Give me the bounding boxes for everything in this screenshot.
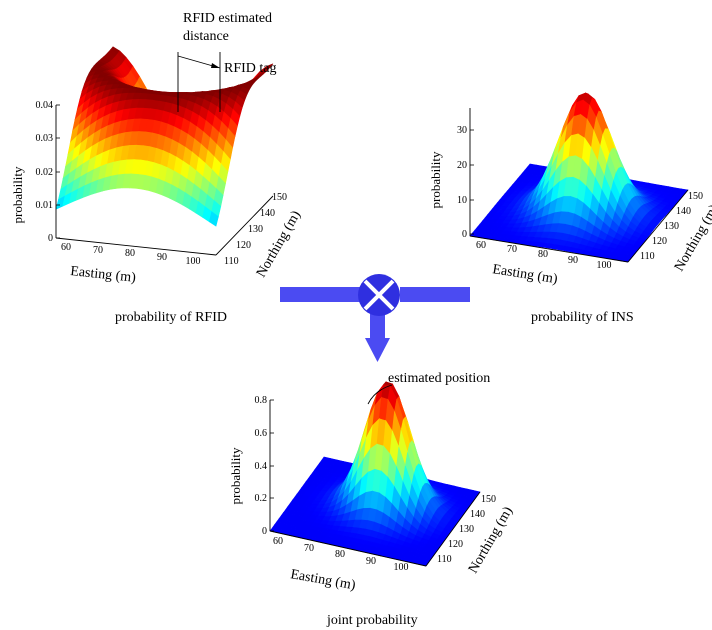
- rfid-z-tick: 0: [48, 233, 53, 244]
- joint-z-tick: 0.2: [255, 493, 268, 504]
- joint-z-tick: 0.4: [255, 461, 268, 472]
- rfid-caption: probability of RFID: [115, 310, 227, 325]
- rfid-y-tick: 150: [272, 192, 287, 203]
- rfid-z-label: probability: [10, 166, 25, 224]
- rfid-y-tick: 110: [224, 256, 239, 267]
- rfid-x-axis: [55, 237, 217, 256]
- ins-y-tick: 140: [676, 206, 691, 217]
- rfid-surface: [55, 46, 274, 227]
- surface-patch: [208, 211, 219, 227]
- rfid-z-tick: 0.04: [36, 100, 54, 111]
- estimated-position-label: estimated position: [388, 371, 490, 386]
- rfid-y-tick: 140: [260, 208, 275, 219]
- rfid-y-tick: 130: [248, 224, 263, 235]
- ins-x-tick: 60: [476, 240, 486, 251]
- ins-y-tick: 150: [688, 191, 703, 202]
- joint-x-tick: 100: [394, 562, 409, 573]
- ins-y-tick: 110: [640, 251, 655, 262]
- joint-z-tick: 0.8: [255, 395, 268, 406]
- joint-y-tick: 120: [448, 539, 463, 550]
- joint-x-tick: 70: [304, 543, 314, 554]
- ins-x-tick: 70: [507, 244, 517, 255]
- joint-x-axis: [269, 530, 427, 567]
- ins-x-tick: 100: [597, 260, 612, 271]
- rfid-z-tick: 0.02: [36, 167, 54, 178]
- ins-y-axis: [627, 189, 689, 263]
- rfid-x-tick: 60: [61, 242, 71, 253]
- rfid-y-tick: 120: [236, 240, 251, 251]
- ins-y-tick: 130: [664, 221, 679, 232]
- ins-z-tick: 10: [457, 195, 467, 206]
- estimated-position-pointer: [367, 384, 393, 405]
- rfid-x-tick: 100: [186, 256, 201, 267]
- joint-x-tick: 80: [335, 549, 345, 560]
- joint-y-tick: 150: [481, 494, 496, 505]
- joint-y-tick: 110: [437, 554, 452, 565]
- output-pipe: [370, 314, 385, 340]
- rfid-x-tick: 80: [125, 248, 135, 259]
- joint-y-tick: 140: [470, 509, 485, 520]
- ins-y-tick: 120: [652, 236, 667, 247]
- rfid-x-label: Easting (m): [70, 264, 137, 286]
- ins-x-tick: 80: [538, 249, 548, 260]
- joint-y-axis: [425, 491, 481, 567]
- joint-caption: joint probability: [326, 613, 418, 628]
- ins-x-label: Easting (m): [491, 262, 559, 287]
- ins-z-tick: 20: [457, 160, 467, 171]
- rfid-z-tick: 0.03: [36, 133, 54, 144]
- rfid-estimated-distance-label: RFID estimated: [183, 11, 272, 26]
- fusion-operator: [280, 274, 470, 362]
- rfid-tag-label: RFID tag: [224, 61, 277, 76]
- rfid-z-tick: 0.01: [36, 200, 54, 211]
- joint-probability-chart: 0 0.2 0.4 0.6 0.8 probability 60 70 80 9…: [228, 371, 516, 628]
- joint-x-tick: 90: [366, 556, 376, 567]
- rfid-y-axis: [215, 195, 274, 256]
- ins-x-axis: [469, 235, 629, 263]
- rfid-probability-chart: 0 0.01 0.02 0.03 0.04 probability 60 70 …: [10, 11, 304, 325]
- joint-z-label: probability: [228, 447, 243, 505]
- ins-surface: [469, 92, 689, 263]
- cross-stroke: [363, 279, 395, 311]
- ins-probability-chart: 0 10 20 30 probability 60 70 80 90 100 E…: [428, 92, 712, 325]
- rfid-x-tick: 70: [93, 245, 103, 256]
- ins-z-label: probability: [428, 151, 443, 209]
- joint-y-tick: 130: [459, 524, 474, 535]
- rfid-estimated-distance-label-2: distance: [183, 29, 229, 44]
- rfid-input-pipe: [280, 287, 360, 302]
- output-arrow-icon: [365, 338, 390, 362]
- ins-input-pipe: [400, 287, 470, 302]
- rfid-x-tick: 90: [157, 252, 167, 263]
- ins-z-tick: 0: [462, 229, 467, 240]
- joint-z-tick: 0: [262, 526, 267, 537]
- joint-x-label: Easting (m): [289, 567, 357, 593]
- joint-x-tick: 60: [273, 536, 283, 547]
- joint-z-tick: 0.6: [255, 428, 268, 439]
- joint-surface: [269, 381, 481, 567]
- ins-x-tick: 90: [568, 255, 578, 266]
- ins-caption: probability of INS: [531, 310, 634, 325]
- ins-z-tick: 30: [457, 125, 467, 136]
